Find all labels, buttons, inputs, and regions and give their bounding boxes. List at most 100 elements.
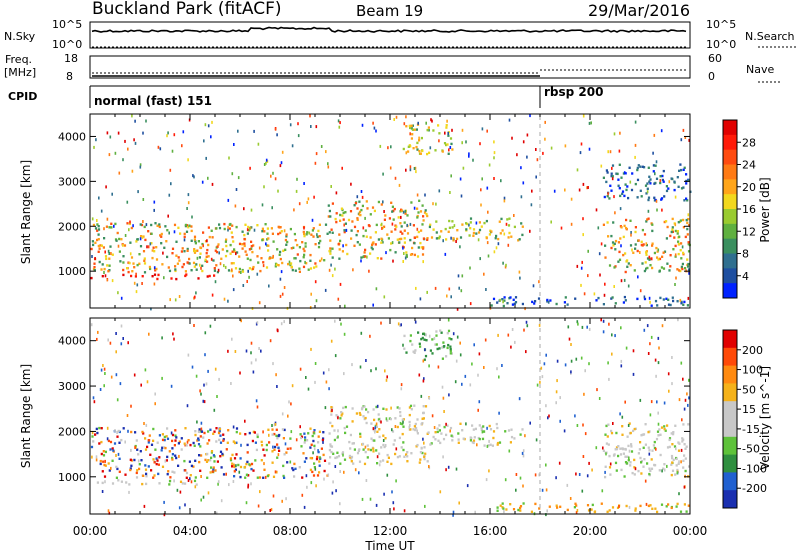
- echo-cell: [138, 463, 141, 466]
- y-tick-label: 2000: [58, 220, 86, 233]
- echo-cell: [440, 432, 443, 435]
- echo-cell: [115, 465, 118, 469]
- echo-cell: [371, 247, 374, 251]
- echo-cell: [271, 433, 274, 436]
- echo-cell: [108, 511, 111, 515]
- echo-cell: [169, 476, 172, 479]
- echo-cell: [662, 169, 665, 173]
- echo-cell: [98, 247, 101, 250]
- echo-cell: [547, 300, 550, 304]
- echo-cell: [219, 441, 223, 444]
- echo-cell: [210, 466, 213, 469]
- echo-cell: [645, 242, 648, 246]
- echo-cell: [480, 428, 483, 431]
- echo-cell: [272, 445, 274, 449]
- echo-cell: [120, 438, 123, 442]
- echo-cell: [507, 236, 510, 239]
- echo-cell: [422, 260, 424, 264]
- echo-cell: [334, 217, 337, 221]
- echo-cell: [163, 500, 165, 504]
- echo-cell: [483, 272, 485, 276]
- echo-cell: [622, 452, 625, 455]
- echo-cell: [385, 378, 388, 382]
- echo-cell: [339, 470, 341, 473]
- echo-cell: [642, 465, 645, 468]
- echo-cell: [634, 226, 637, 229]
- echo-cell: [682, 303, 685, 306]
- echo-cell: [238, 267, 241, 271]
- echo-cell: [363, 405, 366, 408]
- echo-cell: [369, 213, 372, 216]
- echo-cell: [629, 464, 632, 467]
- echo-cell: [434, 149, 437, 152]
- y-tick-label: 1000: [58, 265, 86, 278]
- echo-cell: [580, 356, 583, 360]
- echo-cell: [198, 454, 201, 457]
- echo-cell: [309, 427, 312, 430]
- echo-cell: [629, 180, 632, 184]
- echo-cell: [583, 392, 585, 396]
- echo-cell: [115, 454, 117, 457]
- echo-cell: [410, 408, 413, 411]
- echo-cell: [502, 300, 504, 304]
- echo-cell: [449, 429, 451, 433]
- echo-cell: [514, 296, 518, 299]
- echo-cell: [259, 269, 262, 273]
- echo-cell: [676, 176, 679, 179]
- echo-cell: [236, 251, 239, 254]
- echo-cell: [136, 283, 139, 287]
- colorbar-tick-label: 15: [742, 403, 756, 416]
- echo-cell: [382, 439, 385, 442]
- echo-cell: [603, 195, 606, 199]
- echo-cell: [674, 473, 677, 476]
- echo-cell: [370, 422, 373, 425]
- echo-cell: [514, 340, 516, 344]
- echo-cell: [390, 242, 393, 245]
- echo-cell: [402, 425, 405, 428]
- echo-cell: [681, 418, 683, 422]
- echo-cell: [646, 187, 649, 190]
- echo-cell: [625, 504, 628, 508]
- echo-cell: [358, 411, 361, 415]
- echo-cell: [510, 435, 514, 439]
- echo-cell: [311, 470, 314, 474]
- echo-cell: [259, 490, 261, 494]
- echo-cell: [590, 121, 592, 125]
- echo-cell: [648, 255, 651, 259]
- echo-cell: [432, 202, 434, 206]
- echo-cell: [183, 235, 186, 239]
- echo-cell: [100, 368, 103, 372]
- echo-cell: [136, 238, 139, 241]
- echo-cell: [281, 499, 283, 503]
- echo-cell: [438, 429, 441, 432]
- echo-cell: [216, 460, 219, 463]
- echo-cell: [307, 268, 310, 271]
- echo-cell: [394, 425, 397, 428]
- echo-cell: [604, 256, 607, 259]
- echo-cell: [428, 334, 431, 338]
- echo-cell: [241, 243, 244, 246]
- echo-cell: [580, 283, 582, 287]
- echo-cell: [627, 424, 630, 427]
- echo-cell: [107, 270, 110, 273]
- echo-cell: [218, 223, 221, 226]
- echo-cell: [402, 420, 404, 424]
- echo-cell: [143, 262, 147, 265]
- echo-cell: [619, 194, 622, 198]
- echo-cell: [498, 220, 501, 223]
- echo-cell: [522, 454, 525, 458]
- echo-cell: [194, 430, 197, 433]
- echo-cell: [487, 210, 489, 214]
- echo-cell: [166, 437, 170, 440]
- echo-cell: [134, 141, 137, 145]
- echo-cell: [619, 207, 622, 211]
- echo-cell: [576, 264, 579, 268]
- echo-cell: [624, 299, 627, 302]
- echo-cell: [360, 331, 363, 335]
- echo-cell: [351, 363, 353, 367]
- echo-cell: [171, 447, 174, 450]
- velocity-ylabel: Slant Range [km]: [19, 364, 33, 468]
- echo-cell: [135, 476, 139, 479]
- echo-cell: [457, 432, 460, 435]
- echo-cell: [291, 268, 294, 272]
